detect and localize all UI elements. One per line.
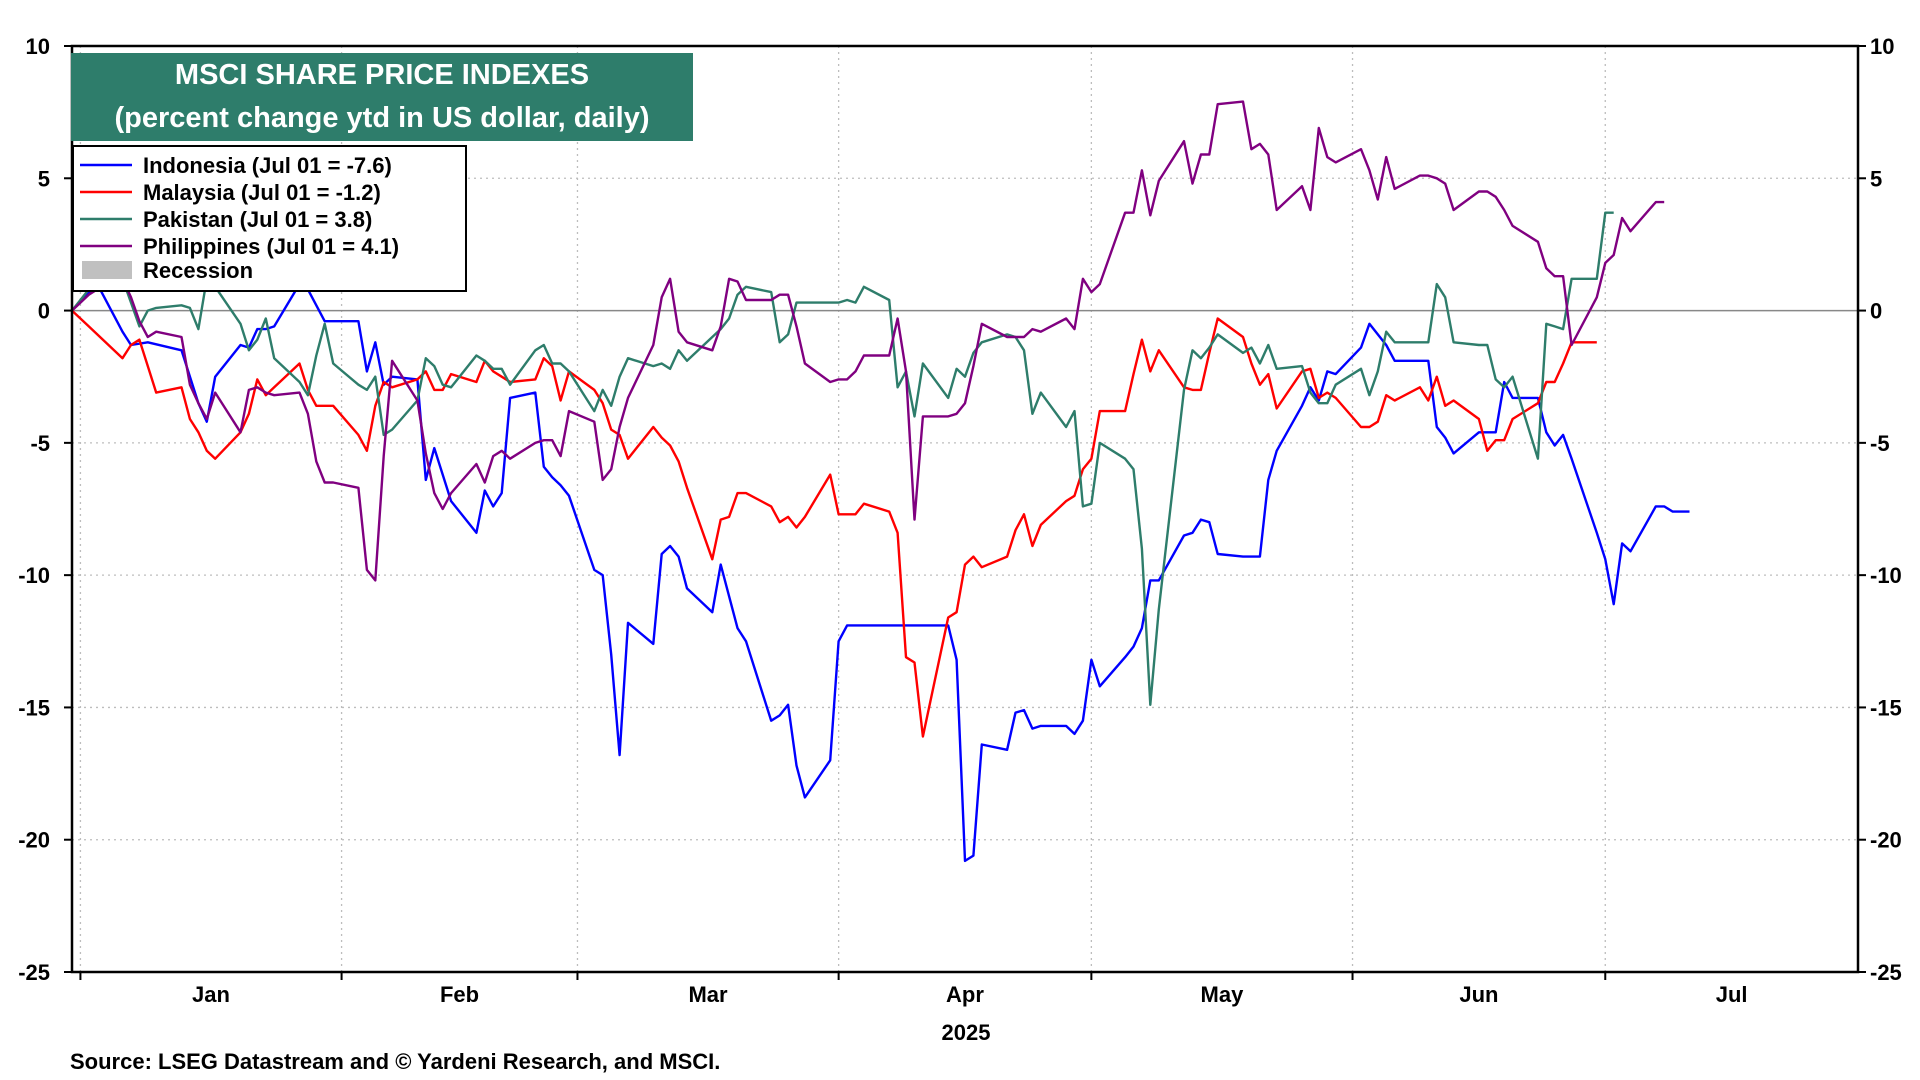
x-tick-label: May: [1201, 982, 1245, 1007]
y-tick-label-left: -20: [18, 828, 50, 853]
y-tick-label-right: -15: [1870, 695, 1902, 720]
legend-label-2: Malaysia (Jul 01 = -1.2): [143, 180, 381, 205]
legend-box: [72, 145, 467, 292]
y-tick-label-right: 0: [1870, 299, 1882, 324]
legend-label-recession: Recession: [143, 258, 253, 283]
grid-layer: [72, 46, 1858, 972]
x-tick-label: Mar: [688, 982, 728, 1007]
series-line-1: [71, 282, 1690, 863]
legend-swatch-recession: [82, 261, 132, 279]
x-tick-label: Jan: [192, 982, 230, 1007]
y-tick-label-right: -20: [1870, 828, 1902, 853]
legend-label-3: Pakistan (Jul 01 = 3.8): [143, 207, 372, 232]
title-background: [71, 53, 693, 141]
series-line-4: [71, 100, 1665, 582]
x-tick-label: Jul: [1716, 982, 1748, 1007]
x-tick-label: Feb: [440, 982, 479, 1007]
legend-items: Indonesia (Jul 01 = -7.6)Malaysia (Jul 0…: [80, 153, 399, 259]
plot-frame: [70, 44, 1860, 974]
legend: Indonesia (Jul 01 = -7.6)Malaysia (Jul 0…: [72, 145, 467, 292]
y-tick-label-right: 10: [1870, 34, 1894, 59]
y-tick-label-left: -10: [18, 563, 50, 588]
series-line-3: [71, 211, 1614, 706]
series-layer: [71, 100, 1690, 863]
legend-label-1: Indonesia (Jul 01 = -7.6): [143, 153, 392, 178]
y-tick-label-right: -25: [1870, 960, 1902, 985]
chart-title: MSCI SHARE PRICE INDEXES: [175, 59, 589, 91]
y-tick-label-left: 5: [38, 166, 50, 191]
x-axis-year-label: 2025: [942, 1020, 991, 1045]
y-tick-label-left: 10: [26, 34, 50, 59]
legend-label-4: Philippines (Jul 01 = 4.1): [143, 234, 399, 259]
x-tick-label: Jun: [1459, 982, 1498, 1007]
x-tick-label: Apr: [946, 982, 984, 1007]
axis-layer: 10 10 5 5 0 0 -5 -5 -10 -10 -15 -15 -20 -20 -25 -25 Jan F…: [18, 34, 1902, 1007]
y-tick-label-right: -5: [1870, 431, 1890, 456]
source-note: Source: LSEG Datastream and © Yardeni Re…: [70, 1049, 720, 1074]
chart-subtitle: (percent change ytd in US dollar, daily): [115, 102, 650, 134]
y-tick-label-left: -25: [18, 960, 50, 985]
title-box: MSCI SHARE PRICE INDEXES (percent change…: [71, 53, 693, 141]
y-tick-label-right: 5: [1870, 166, 1882, 191]
y-tick-label-right: -10: [1870, 563, 1902, 588]
y-tick-label-left: -15: [18, 695, 50, 720]
series-line-2: [71, 309, 1597, 738]
y-tick-label-left: 0: [38, 299, 50, 324]
y-tick-label-left: -5: [30, 431, 50, 456]
